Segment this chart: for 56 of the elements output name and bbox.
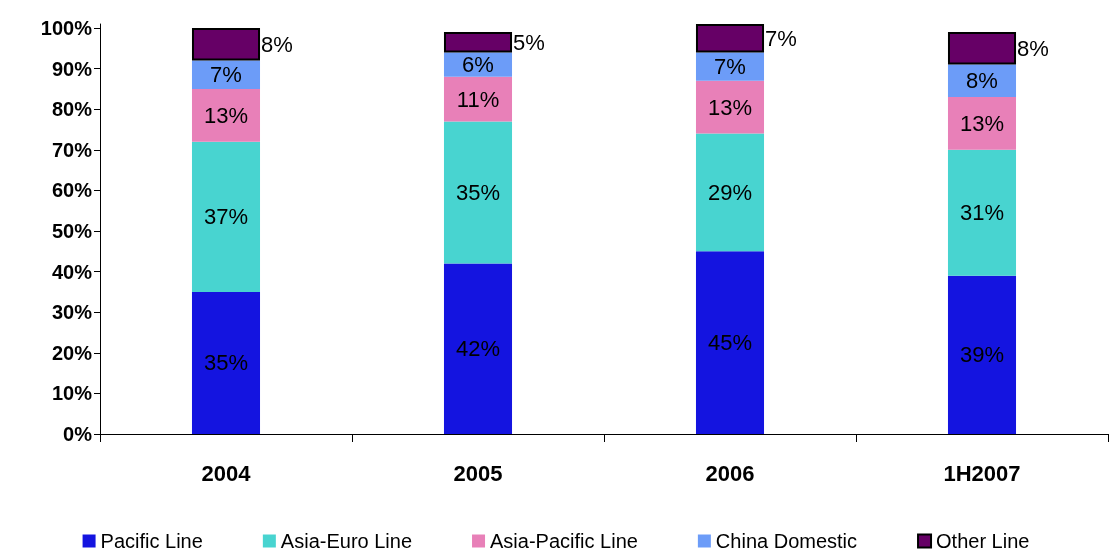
legend-label: Asia-Pacific Line: [490, 530, 638, 552]
y-tick-label: 100%: [40, 17, 93, 40]
legend-label: Other Line: [936, 530, 1030, 552]
data-label: 31%: [959, 200, 1005, 226]
y-tick-label: 40%: [51, 260, 93, 283]
data-label: 13%: [203, 102, 249, 128]
bar: [443, 32, 513, 53]
bar: [695, 80, 765, 134]
bar: [695, 251, 765, 434]
data-label: 45%: [707, 330, 753, 356]
y-tick-label: 10%: [51, 382, 93, 405]
y-tick-label: 0%: [63, 423, 93, 445]
data-label: 35%: [455, 179, 501, 205]
data-label: 37%: [203, 204, 249, 230]
data-label: 11%: [456, 86, 500, 112]
data-label: 8%: [966, 68, 998, 94]
bar: [947, 32, 1017, 65]
data-label: 29%: [707, 179, 753, 205]
legend-label: Asia-Euro Line: [280, 530, 413, 552]
data-label: 7%: [714, 54, 746, 80]
y-tick-label: 20%: [51, 341, 93, 364]
bar: [191, 141, 261, 292]
bar: [695, 24, 765, 53]
x-tick-label: 1H2007: [943, 460, 1021, 486]
data-label: 13%: [707, 94, 753, 120]
y-tick-label: 70%: [51, 138, 93, 161]
bar: [191, 28, 261, 61]
legend-label: China Domestic: [715, 530, 858, 552]
data-label: 13%: [959, 110, 1005, 136]
y-tick-label: 50%: [51, 220, 93, 243]
bar: [443, 121, 513, 264]
bar: [443, 263, 513, 434]
data-label: 5%: [513, 29, 545, 55]
bar: [191, 291, 261, 434]
x-tick-label: 2004: [201, 460, 252, 486]
data-label: 39%: [959, 342, 1005, 368]
data-label: 7%: [210, 62, 242, 88]
bar: [947, 97, 1017, 150]
y-tick-label: 30%: [51, 301, 93, 324]
bar: [695, 133, 765, 252]
bar: [695, 52, 765, 81]
data-label: 42%: [455, 336, 501, 362]
legend-label: Pacific Line: [100, 530, 203, 552]
bar: [947, 275, 1017, 434]
data-label: 35%: [203, 350, 249, 376]
data-label: 6%: [462, 52, 494, 78]
x-tick-label: 2006: [705, 460, 755, 486]
y-tick-label: 60%: [51, 179, 93, 202]
y-tick-label: 80%: [51, 98, 93, 121]
data-label: 7%: [765, 25, 797, 51]
y-tick-label: 90%: [51, 57, 93, 80]
data-label: 8%: [1017, 35, 1049, 61]
bar: [191, 88, 261, 142]
data-label: 8%: [261, 31, 293, 57]
x-tick-label: 2005: [453, 460, 503, 486]
bar: [947, 149, 1017, 276]
